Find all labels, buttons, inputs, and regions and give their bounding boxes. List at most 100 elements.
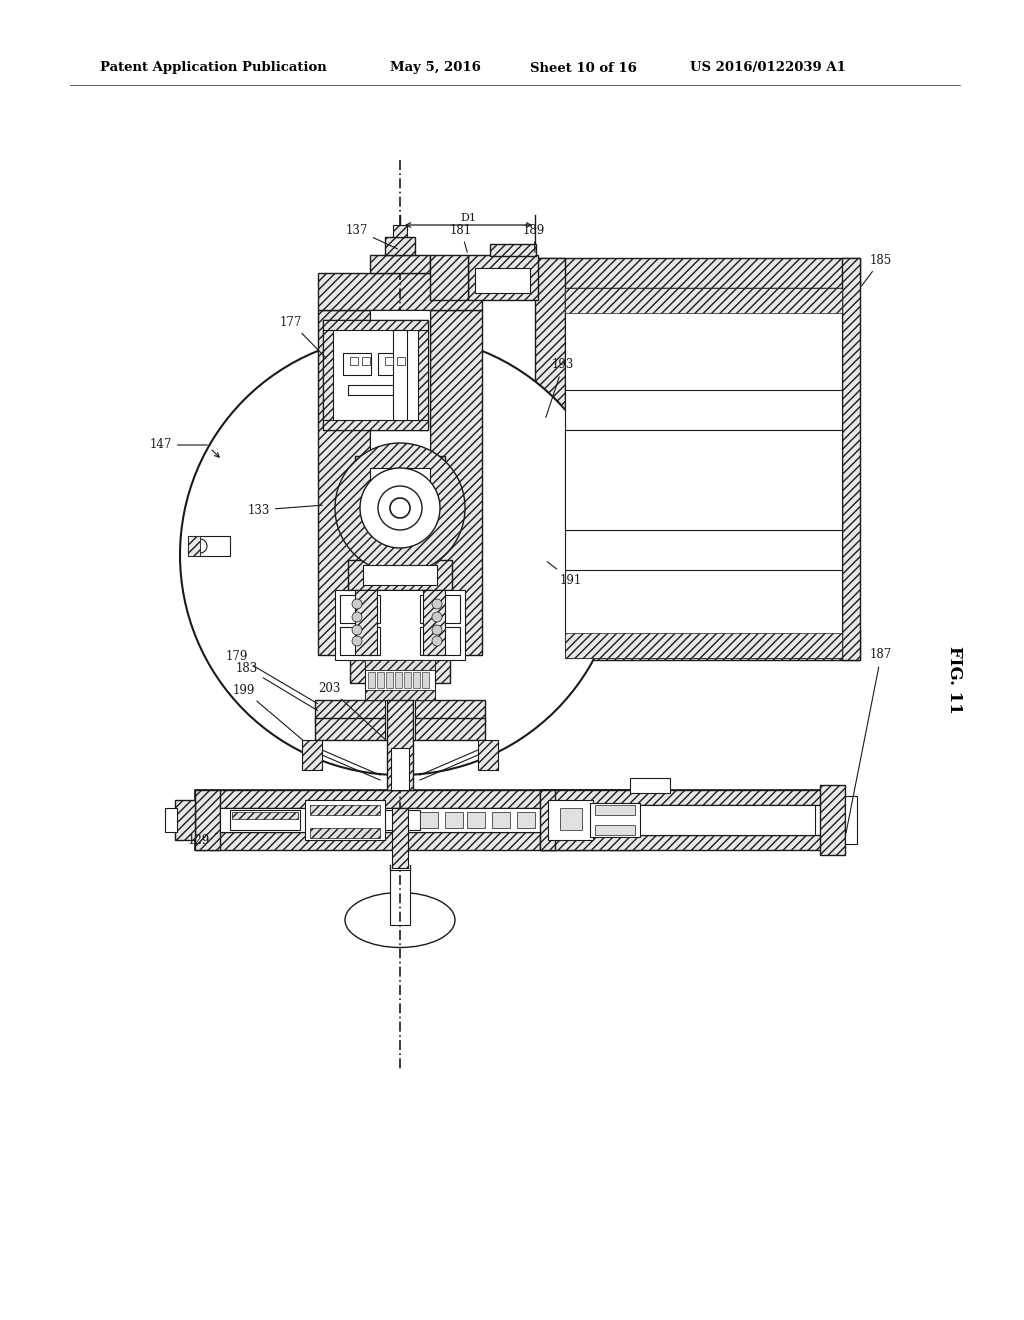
Bar xyxy=(195,789,640,850)
Circle shape xyxy=(378,486,422,531)
Bar xyxy=(548,800,593,840)
Bar xyxy=(393,330,407,420)
Circle shape xyxy=(390,498,410,517)
Circle shape xyxy=(432,599,442,609)
Circle shape xyxy=(180,335,620,775)
Bar xyxy=(305,800,385,840)
Circle shape xyxy=(352,636,362,645)
Bar xyxy=(220,808,580,832)
Bar xyxy=(535,630,860,660)
Text: 185: 185 xyxy=(861,253,892,286)
Bar xyxy=(368,672,375,688)
Bar xyxy=(348,560,452,590)
Text: 203: 203 xyxy=(318,681,386,741)
Text: FIG. 11: FIG. 11 xyxy=(946,645,964,714)
Bar xyxy=(595,805,635,814)
Circle shape xyxy=(432,612,442,622)
Bar xyxy=(517,812,535,828)
Bar xyxy=(420,627,460,655)
Bar xyxy=(318,273,482,310)
Bar xyxy=(365,660,435,700)
Bar xyxy=(385,356,393,366)
Bar xyxy=(430,255,468,300)
Text: 133: 133 xyxy=(248,503,323,516)
Circle shape xyxy=(432,624,442,635)
Bar xyxy=(318,310,370,655)
Text: Sheet 10 of 16: Sheet 10 of 16 xyxy=(530,62,637,74)
Bar xyxy=(490,244,536,256)
Bar xyxy=(365,690,435,700)
Bar xyxy=(348,385,403,395)
Text: 187: 187 xyxy=(846,648,892,836)
Bar xyxy=(397,356,406,366)
Circle shape xyxy=(352,612,362,622)
Circle shape xyxy=(352,624,362,635)
Bar xyxy=(385,700,415,741)
Bar xyxy=(387,700,413,789)
Bar xyxy=(560,808,582,830)
Bar xyxy=(540,789,840,805)
Text: 181: 181 xyxy=(450,223,472,252)
Bar xyxy=(323,420,428,430)
Bar xyxy=(467,812,485,828)
Text: 179: 179 xyxy=(225,649,317,704)
Bar xyxy=(492,812,510,828)
Text: May 5, 2016: May 5, 2016 xyxy=(390,62,481,74)
Bar xyxy=(478,741,498,770)
Bar xyxy=(188,536,230,556)
Bar xyxy=(370,255,430,273)
Bar xyxy=(165,808,177,832)
Bar xyxy=(540,789,840,850)
Bar xyxy=(535,257,565,660)
Text: 177: 177 xyxy=(280,315,326,358)
Circle shape xyxy=(432,636,442,645)
Bar xyxy=(413,672,420,688)
Bar xyxy=(323,319,333,430)
Bar xyxy=(310,805,380,814)
Bar xyxy=(302,741,322,770)
Bar xyxy=(630,777,670,793)
Bar xyxy=(386,672,393,688)
Circle shape xyxy=(352,599,362,609)
Bar xyxy=(625,800,640,840)
Text: 189: 189 xyxy=(523,223,545,252)
Bar xyxy=(845,796,857,843)
Bar xyxy=(315,700,485,722)
Bar xyxy=(565,288,842,313)
Bar xyxy=(378,352,406,375)
Bar xyxy=(535,257,860,288)
Bar xyxy=(595,825,635,836)
Bar xyxy=(230,810,300,830)
Bar xyxy=(377,672,384,688)
Bar xyxy=(422,672,429,688)
Text: 193: 193 xyxy=(546,359,574,417)
Bar xyxy=(540,789,555,850)
Bar xyxy=(445,812,463,828)
Bar xyxy=(175,800,195,840)
Bar xyxy=(323,319,428,430)
Bar xyxy=(404,672,411,688)
Bar xyxy=(475,268,530,293)
Bar xyxy=(420,595,460,623)
Bar xyxy=(380,810,420,830)
Bar xyxy=(195,832,640,850)
Bar xyxy=(232,812,298,818)
Bar xyxy=(343,352,371,375)
Circle shape xyxy=(360,469,440,548)
Bar xyxy=(188,536,200,556)
Bar xyxy=(468,255,538,300)
Text: 199: 199 xyxy=(232,684,303,741)
Text: Patent Application Publication: Patent Application Publication xyxy=(100,62,327,74)
Bar xyxy=(350,648,450,682)
Bar xyxy=(323,319,428,330)
Bar xyxy=(390,870,410,925)
Bar xyxy=(418,319,428,430)
Bar xyxy=(395,672,402,688)
Bar xyxy=(310,828,380,838)
Bar xyxy=(590,803,640,837)
Bar xyxy=(195,789,220,850)
Text: D1: D1 xyxy=(460,213,476,223)
Ellipse shape xyxy=(345,892,455,948)
Bar xyxy=(340,627,380,655)
Circle shape xyxy=(335,444,465,573)
